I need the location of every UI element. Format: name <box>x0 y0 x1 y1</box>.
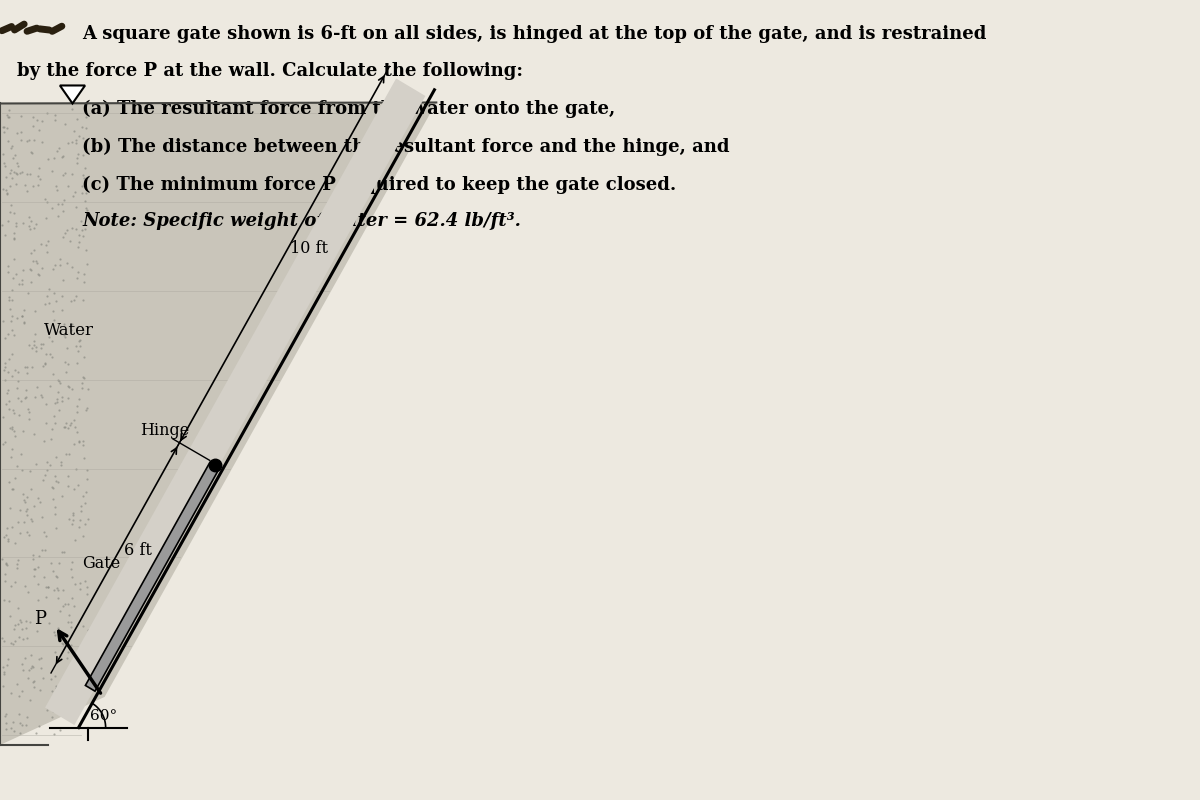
Text: 6 ft: 6 ft <box>125 542 152 559</box>
Text: 60°: 60° <box>90 709 118 722</box>
Text: (a) The resultant force from the water onto the gate,: (a) The resultant force from the water o… <box>82 100 616 118</box>
Polygon shape <box>60 86 85 103</box>
Polygon shape <box>0 102 437 745</box>
Text: (b) The distance between the resultant force and the hinge, and: (b) The distance between the resultant f… <box>82 138 730 156</box>
Polygon shape <box>85 462 220 691</box>
Text: Note: Specific weight of water = 62.4 lb/ft³.: Note: Specific weight of water = 62.4 lb… <box>82 212 521 230</box>
Text: P: P <box>34 610 46 628</box>
Text: Water: Water <box>43 322 94 339</box>
Text: by the force P at the wall. Calculate the following:: by the force P at the wall. Calculate th… <box>17 62 523 80</box>
Text: (c) The minimum force P required to keep the gate closed.: (c) The minimum force P required to keep… <box>82 176 677 194</box>
Text: 10 ft: 10 ft <box>290 240 328 258</box>
Text: A square gate shown is 6-ft on all sides, is hinged at the top of the gate, and : A square gate shown is 6-ft on all sides… <box>82 25 986 43</box>
Text: Hinge: Hinge <box>140 422 190 439</box>
Polygon shape <box>46 78 426 725</box>
Text: Gate: Gate <box>82 554 120 572</box>
